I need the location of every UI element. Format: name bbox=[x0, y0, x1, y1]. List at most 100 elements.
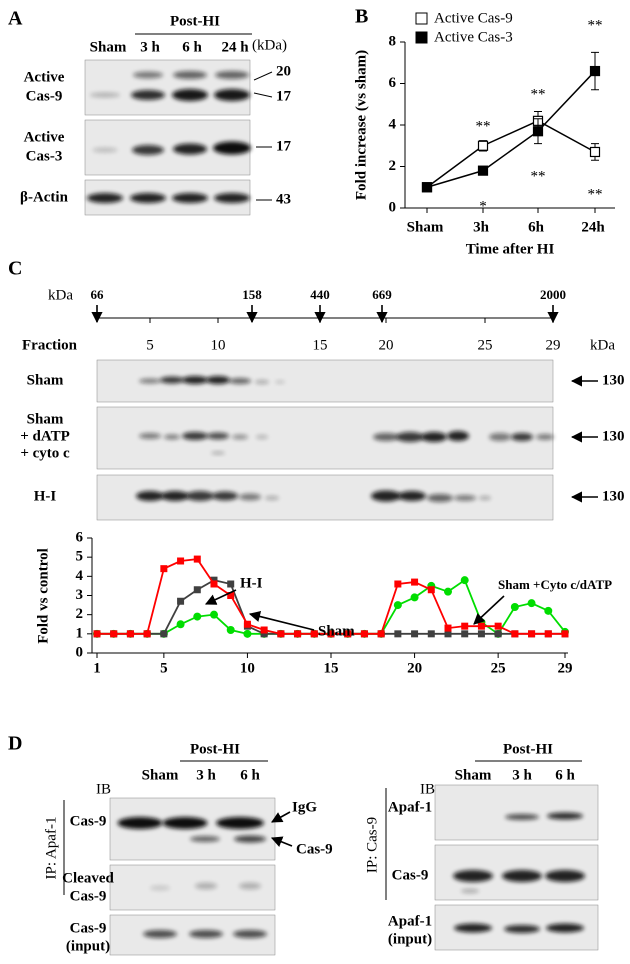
marker bbox=[277, 630, 285, 638]
panel-label: D bbox=[8, 733, 22, 755]
marker bbox=[477, 140, 489, 151]
band bbox=[502, 870, 542, 882]
band bbox=[173, 143, 207, 155]
band bbox=[213, 141, 251, 155]
band bbox=[189, 930, 223, 938]
y-tick-label: 8 bbox=[389, 33, 397, 49]
marker bbox=[193, 555, 201, 563]
group-label: Post-HI bbox=[190, 741, 240, 757]
band bbox=[233, 930, 267, 938]
marker bbox=[260, 630, 268, 638]
band bbox=[133, 71, 163, 79]
band bbox=[371, 490, 401, 502]
marker bbox=[177, 597, 185, 605]
band bbox=[275, 380, 285, 384]
series-line bbox=[426, 70, 596, 188]
marker bbox=[193, 612, 202, 621]
band bbox=[143, 930, 177, 938]
unit-label: (kDa) bbox=[252, 37, 287, 53]
marker bbox=[477, 622, 485, 630]
marker bbox=[210, 610, 218, 619]
annotation: * bbox=[479, 198, 487, 214]
band bbox=[136, 491, 164, 501]
fraction-number: 20 bbox=[379, 337, 394, 353]
blot-label: H-I bbox=[34, 488, 57, 504]
x-axis-label: Time after HI bbox=[466, 241, 555, 257]
marker bbox=[561, 630, 569, 638]
marker bbox=[143, 630, 151, 638]
annotation: ** bbox=[531, 86, 546, 102]
arrow bbox=[270, 836, 293, 847]
marker bbox=[110, 630, 118, 638]
band bbox=[130, 193, 166, 203]
marker-label: 66 bbox=[91, 287, 105, 302]
band bbox=[229, 378, 251, 384]
marker bbox=[544, 606, 553, 615]
y-tick-label: 1 bbox=[76, 625, 84, 641]
band bbox=[421, 432, 447, 442]
fraction-label: Fraction bbox=[22, 337, 78, 353]
band bbox=[190, 836, 220, 842]
marker bbox=[411, 630, 419, 638]
y-tick-label: 2 bbox=[76, 606, 84, 622]
legend-label: Active Cas-9 bbox=[434, 10, 513, 26]
blot bbox=[109, 797, 276, 861]
fraction-number: 25 bbox=[478, 337, 493, 353]
ip-label: IP: Cas-9 bbox=[364, 817, 380, 873]
marker bbox=[160, 630, 168, 638]
band bbox=[212, 491, 238, 501]
panel-label: A bbox=[8, 8, 23, 30]
panel-label: B bbox=[355, 6, 368, 28]
marker bbox=[176, 620, 185, 629]
legend-marker bbox=[415, 12, 428, 25]
y-tick-label: 6 bbox=[76, 529, 84, 545]
blot-label: Sham bbox=[27, 372, 64, 388]
marker bbox=[226, 626, 235, 634]
series-label: H-I bbox=[240, 575, 263, 591]
band bbox=[536, 434, 554, 440]
band bbox=[92, 147, 118, 153]
blot-label: + dATP bbox=[20, 428, 70, 444]
y-tick-label: 6 bbox=[389, 75, 397, 91]
band bbox=[216, 817, 264, 829]
band bbox=[546, 923, 584, 933]
ib-label: IB bbox=[96, 781, 111, 797]
blot-label: Cas-9 bbox=[70, 920, 107, 936]
band bbox=[504, 925, 540, 933]
band bbox=[160, 376, 184, 384]
band bbox=[182, 376, 208, 384]
marker bbox=[327, 630, 335, 638]
marker bbox=[477, 630, 485, 638]
band bbox=[239, 493, 261, 501]
band bbox=[195, 882, 217, 890]
band bbox=[211, 451, 225, 455]
lane-label: 3 h bbox=[196, 767, 216, 783]
band bbox=[232, 434, 248, 440]
marker bbox=[421, 182, 433, 193]
band bbox=[173, 71, 207, 79]
blot-label: (input) bbox=[66, 938, 110, 954]
blot-label: Cas-9 bbox=[70, 813, 107, 829]
marker bbox=[93, 630, 101, 638]
band bbox=[265, 496, 279, 500]
blot-label: Cas-9 bbox=[70, 888, 107, 904]
marker bbox=[528, 630, 536, 638]
marker bbox=[410, 593, 419, 602]
legend-marker bbox=[415, 31, 428, 44]
blot-label: + cyto c bbox=[20, 445, 70, 461]
band bbox=[139, 433, 161, 439]
y-axis-label: Fold increase (vs sham) bbox=[353, 50, 369, 200]
band bbox=[396, 432, 424, 442]
unit-label: kDa bbox=[590, 337, 615, 353]
band bbox=[87, 193, 123, 203]
marker bbox=[394, 630, 402, 638]
marker bbox=[444, 624, 452, 632]
band bbox=[162, 817, 208, 829]
band bbox=[545, 870, 585, 882]
y-tick-label: 0 bbox=[389, 199, 397, 215]
band bbox=[90, 92, 120, 98]
annotation: ** bbox=[476, 118, 491, 134]
rule bbox=[253, 92, 273, 98]
marker bbox=[160, 565, 168, 573]
marker bbox=[461, 622, 469, 630]
